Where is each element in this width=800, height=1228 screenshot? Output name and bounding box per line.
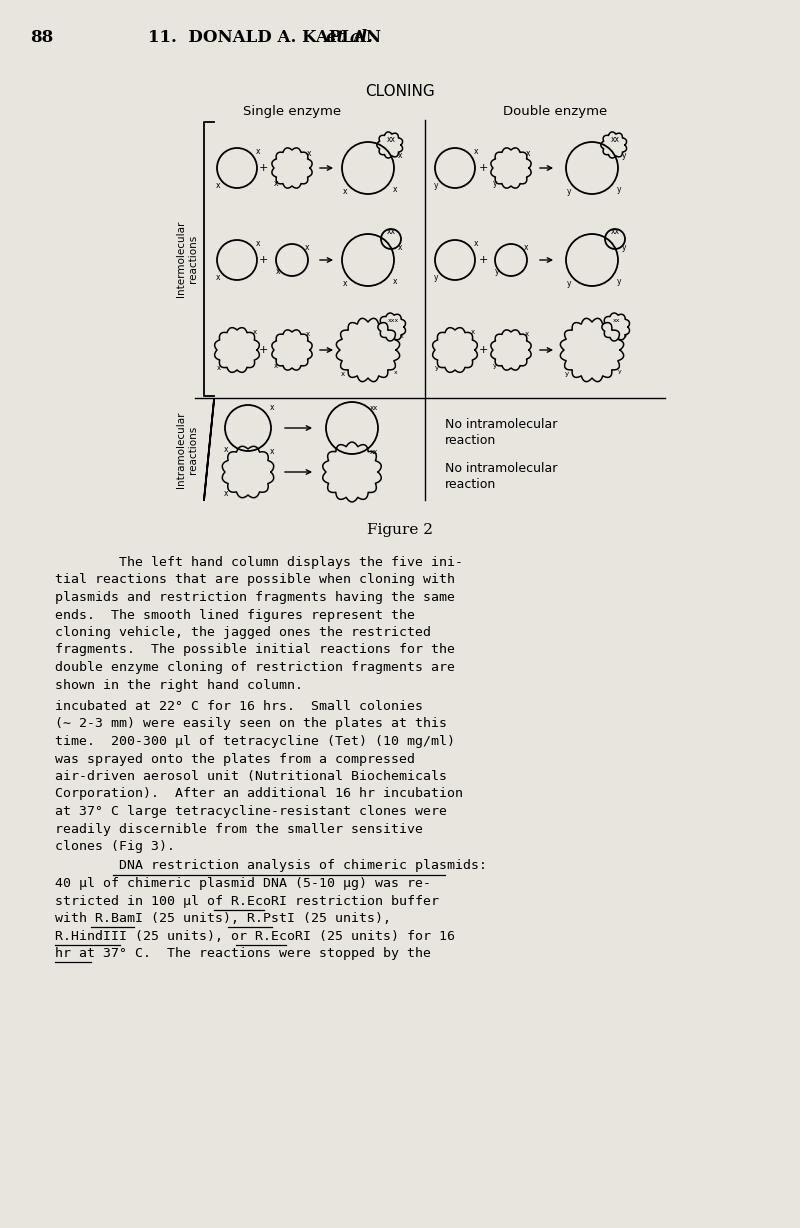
Text: xx: xx: [370, 449, 378, 456]
Text: +: +: [478, 163, 488, 173]
Text: clones (Fig 3).: clones (Fig 3).: [55, 840, 175, 853]
Text: x: x: [305, 242, 310, 252]
Text: (∼ 2-3 mm) were easily seen on the plates at this: (∼ 2-3 mm) were easily seen on the plate…: [55, 717, 447, 731]
Text: y: y: [565, 371, 569, 377]
Text: x: x: [216, 273, 220, 281]
Text: R.HindIII (25 units), or R.EcoRI (25 units) for 16: R.HindIII (25 units), or R.EcoRI (25 uni…: [55, 930, 455, 943]
Text: Single enzyme: Single enzyme: [243, 106, 341, 118]
Text: x: x: [471, 329, 475, 335]
Text: x: x: [253, 329, 257, 335]
Text: time.  200-300 μl of tetracycline (Tet) (10 mg/ml): time. 200-300 μl of tetracycline (Tet) (…: [55, 736, 455, 748]
Text: x: x: [224, 489, 228, 497]
Text: y: y: [622, 243, 626, 253]
Text: 40 μl of chimeric plasmid DNA (5-10 μg) was re-: 40 μl of chimeric plasmid DNA (5-10 μg) …: [55, 877, 431, 890]
Text: fragments.  The possible initial reactions for the: fragments. The possible initial reaction…: [55, 643, 455, 657]
Text: y: y: [622, 151, 626, 161]
Text: y: y: [624, 334, 628, 339]
Text: x: x: [474, 146, 478, 156]
Text: readily discernible from the smaller sensitive: readily discernible from the smaller sen…: [55, 823, 423, 835]
Text: 88: 88: [30, 29, 54, 47]
Text: +: +: [478, 345, 488, 355]
Text: x: x: [256, 146, 260, 156]
Text: xx: xx: [386, 227, 395, 237]
Text: x: x: [524, 242, 528, 252]
Text: x: x: [400, 334, 404, 339]
Text: xx: xx: [614, 318, 621, 323]
Text: x: x: [341, 371, 345, 377]
Text: y: y: [493, 178, 498, 188]
Text: y: y: [617, 276, 622, 285]
Text: x: x: [525, 332, 529, 336]
Text: +: +: [258, 345, 268, 355]
Text: x: x: [217, 365, 221, 371]
Text: x: x: [342, 279, 347, 287]
Text: xxx: xxx: [387, 318, 398, 323]
Text: x: x: [474, 238, 478, 248]
Text: cloning vehicle, the jagged ones the restricted: cloning vehicle, the jagged ones the res…: [55, 626, 431, 639]
Text: DNA restriction analysis of chimeric plasmids:: DNA restriction analysis of chimeric pla…: [55, 860, 487, 873]
Text: xx: xx: [370, 405, 378, 411]
Text: No intramolecular: No intramolecular: [445, 418, 558, 431]
Text: xx: xx: [610, 227, 619, 237]
Text: x: x: [274, 178, 278, 188]
Text: x: x: [306, 332, 310, 336]
Text: x: x: [306, 149, 311, 157]
Text: x: x: [276, 268, 280, 276]
Text: reaction: reaction: [445, 478, 496, 490]
Text: x: x: [342, 187, 347, 195]
Text: y: y: [435, 365, 439, 371]
Text: Intramolecular
reactions: Intramolecular reactions: [176, 411, 198, 489]
Text: x: x: [394, 370, 398, 375]
Text: Corporation).  After an additional 16 hr incubation: Corporation). After an additional 16 hr …: [55, 787, 463, 801]
Text: xx: xx: [610, 135, 619, 145]
Text: y: y: [493, 363, 497, 368]
Text: et al.: et al.: [326, 29, 373, 47]
Text: y: y: [434, 273, 438, 281]
Text: x: x: [270, 403, 274, 411]
Text: y: y: [566, 279, 571, 287]
Text: Double enzyme: Double enzyme: [503, 106, 607, 118]
Text: x: x: [224, 445, 228, 453]
Text: CLONING: CLONING: [365, 85, 435, 99]
Text: y: y: [434, 181, 438, 189]
Text: x: x: [256, 238, 260, 248]
Text: y: y: [618, 370, 622, 375]
Text: y: y: [494, 268, 499, 276]
Text: x: x: [393, 276, 398, 285]
Text: x: x: [398, 243, 402, 253]
Text: xx: xx: [386, 135, 395, 145]
Text: +: +: [478, 255, 488, 265]
Text: +: +: [258, 163, 268, 173]
Text: hr at 37° C.  The reactions were stopped by the: hr at 37° C. The reactions were stopped …: [55, 947, 431, 960]
Text: The left hand column displays the five ini-: The left hand column displays the five i…: [55, 556, 463, 569]
Text: at 37° C large tetracycline-resistant clones were: at 37° C large tetracycline-resistant cl…: [55, 806, 447, 818]
Text: x: x: [393, 184, 398, 194]
Text: tial reactions that are possible when cloning with: tial reactions that are possible when cl…: [55, 573, 455, 587]
Text: No intramolecular: No intramolecular: [445, 462, 558, 474]
Text: ends.  The smooth lined figures represent the: ends. The smooth lined figures represent…: [55, 609, 415, 621]
Text: x: x: [270, 447, 274, 456]
Text: air-driven aerosol unit (Nutritional Biochemicals: air-driven aerosol unit (Nutritional Bio…: [55, 770, 447, 783]
Text: x: x: [526, 149, 530, 157]
Text: shown in the right hand column.: shown in the right hand column.: [55, 679, 303, 691]
Text: y: y: [617, 184, 622, 194]
Text: Intermolecular
reactions: Intermolecular reactions: [176, 221, 198, 297]
Text: with R.BamI (25 units), R.PstI (25 units),: with R.BamI (25 units), R.PstI (25 units…: [55, 912, 391, 925]
Text: stricted in 100 μl of R.EcoRI restriction buffer: stricted in 100 μl of R.EcoRI restrictio…: [55, 894, 439, 907]
Text: double enzyme cloning of restriction fragments are: double enzyme cloning of restriction fra…: [55, 661, 455, 674]
Text: was sprayed onto the plates from a compressed: was sprayed onto the plates from a compr…: [55, 753, 415, 765]
Text: 11.  DONALD A. KAPLAN: 11. DONALD A. KAPLAN: [148, 29, 386, 47]
Text: +: +: [258, 255, 268, 265]
Text: x: x: [274, 363, 278, 368]
Text: y: y: [566, 187, 571, 195]
Text: x: x: [216, 181, 220, 189]
Text: incubated at 22° C for 16 hrs.  Small colonies: incubated at 22° C for 16 hrs. Small col…: [55, 700, 423, 713]
Text: Figure 2: Figure 2: [367, 523, 433, 537]
Text: plasmids and restriction fragments having the same: plasmids and restriction fragments havin…: [55, 591, 455, 604]
Text: reaction: reaction: [445, 433, 496, 447]
Text: x: x: [398, 151, 402, 161]
